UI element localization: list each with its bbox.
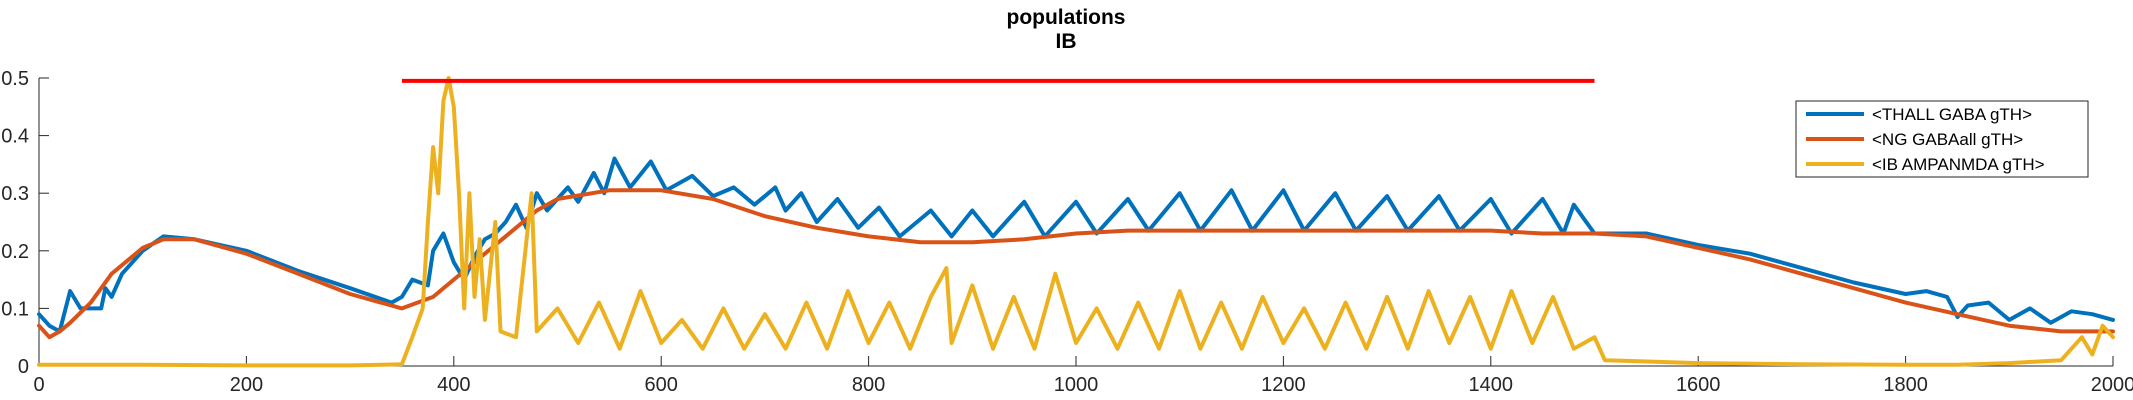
y-tick-label: 0 (18, 356, 29, 378)
legend: <THALL GABA gTH> <NG GABAall gTH> <IB AM… (1795, 100, 2089, 178)
legend-label-ng: <NG GABAall gTH> (1872, 130, 2023, 149)
series-layer (37, 76, 2115, 368)
x-ticks: 0 200 400 600 800 1000 1200 1400 1600 1800 2000 (33, 356, 2133, 396)
x-tick-label: 800 (852, 374, 885, 396)
y-tick-label: 0.2 (1, 241, 29, 263)
y-tick-label: 0.4 (1, 126, 29, 148)
x-tick-label: 1000 (1054, 374, 1099, 396)
x-tick-label: 1800 (1883, 374, 1928, 396)
y-tick-label: 0.1 (1, 298, 29, 320)
x-tick-label: 400 (437, 374, 470, 396)
x-tick-label: 600 (645, 374, 678, 396)
y-tick-label: 0.3 (1, 183, 29, 205)
x-tick-label: 1400 (1469, 374, 1514, 396)
legend-label-thall: <THALL GABA gTH> (1872, 105, 2032, 124)
x-tick-label: 1200 (1261, 374, 1306, 396)
x-tick-label: 2000 (2091, 374, 2133, 396)
series-line-ng-gabaall (37, 188, 2115, 340)
x-tick-label: 0 (33, 374, 44, 396)
y-ticks: 0 0.1 0.2 0.3 0.4 0.5 (1, 68, 49, 378)
x-tick-label: 1600 (1676, 374, 1721, 396)
legend-label-ib: <IB AMPANMDA gTH> (1872, 155, 2045, 174)
series-line-ib-ampanmda (37, 76, 2115, 368)
x-tick-label: 200 (230, 374, 263, 396)
chart-subtitle: IB (1056, 30, 1077, 53)
y-tick-label: 0.5 (1, 68, 29, 90)
chart-title: populations (1007, 6, 1126, 29)
series-line-thall-gaba (37, 156, 2115, 334)
